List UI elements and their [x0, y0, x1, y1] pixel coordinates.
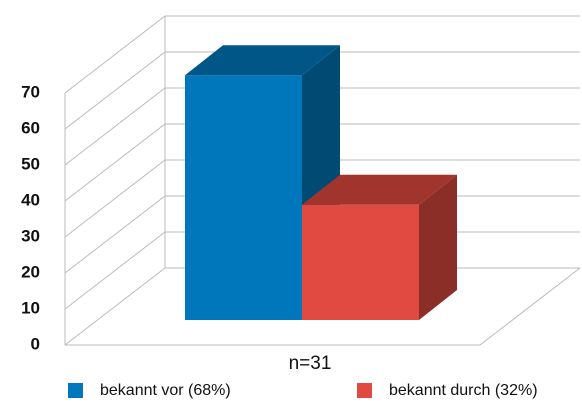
x-tick-label: n=31 — [289, 353, 332, 374]
legend-label: bekannt vor (68%) — [100, 382, 231, 399]
bar-side — [419, 174, 457, 320]
y-tick-label: 40 — [21, 190, 40, 209]
grid-line — [64, 87, 580, 166]
y-tick-label: 0 — [31, 334, 40, 353]
grid-line — [64, 51, 580, 130]
bar — [302, 204, 419, 320]
bar — [185, 75, 302, 320]
y-tick-label: 60 — [21, 118, 40, 137]
legend-swatch — [68, 383, 83, 398]
grid-line — [64, 159, 580, 238]
bar-top — [185, 45, 340, 76]
bar-top — [302, 174, 457, 205]
legend-swatch — [357, 383, 372, 398]
y-tick-label: 50 — [21, 154, 40, 173]
grid-line — [64, 123, 580, 202]
y-tick-label: 20 — [21, 262, 40, 281]
legend-label: bekannt durch (32%) — [389, 382, 538, 399]
y-tick-label: 10 — [21, 298, 40, 317]
floor — [65, 267, 581, 346]
y-tick-label: 30 — [21, 226, 40, 245]
grid-line — [64, 15, 580, 94]
y-tick-label: 70 — [21, 82, 40, 101]
